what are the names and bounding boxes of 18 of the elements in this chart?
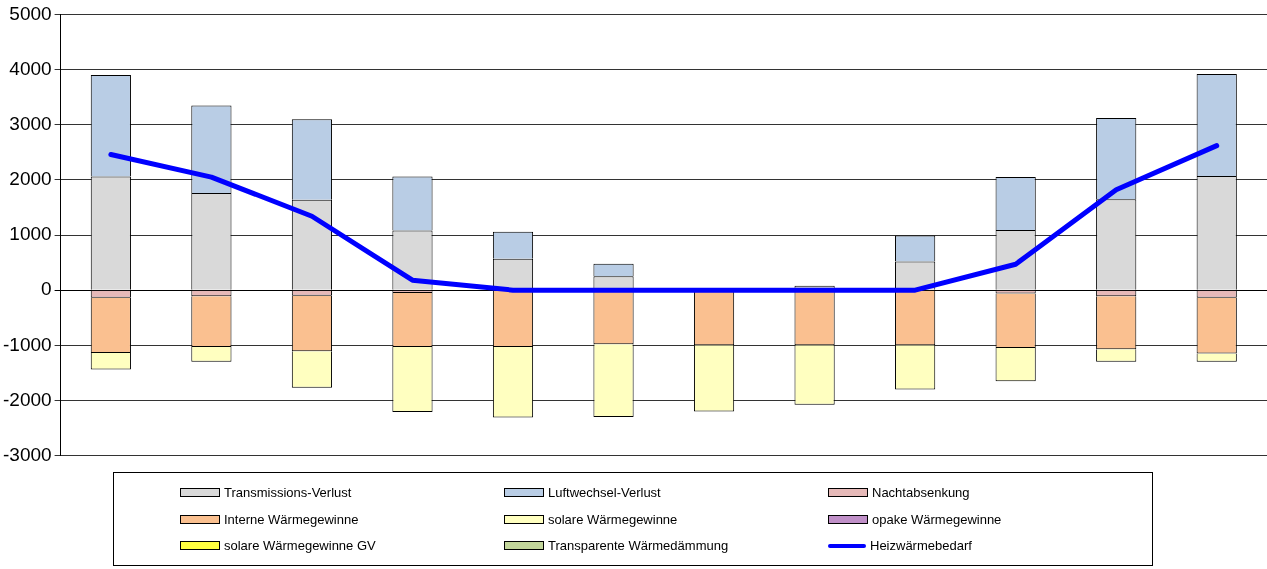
y-tick-label: -2000 <box>2 388 52 410</box>
legend-label: Heizwärmebedarf <box>870 538 972 554</box>
y-tick-label: 0 <box>41 278 52 300</box>
y-tick-label: 5000 <box>9 2 52 24</box>
legend-label: solare Wärmegewinne GV <box>224 538 376 554</box>
legend-label: solare Wärmegewinne <box>548 511 678 527</box>
legend-label: Transmissions-Verlust <box>224 484 352 500</box>
y-tick-label: 2000 <box>9 168 52 190</box>
legend-label: Nachtabsenkung <box>872 484 970 500</box>
legend-label: Interne Wärmegewinne <box>224 511 359 527</box>
y-tick-label: -1000 <box>2 333 52 355</box>
y-tick-label: 3000 <box>9 112 52 134</box>
legend-label: opake Wärmegewinne <box>872 511 1002 527</box>
legend-label: Transparente Wärmedämmung <box>548 538 729 554</box>
y-tick-label: 4000 <box>9 57 52 79</box>
y-tick-label: -3000 <box>2 443 52 465</box>
y-tick-label: 1000 <box>9 223 52 245</box>
legend-label: Luftwechsel-Verlust <box>548 484 661 500</box>
